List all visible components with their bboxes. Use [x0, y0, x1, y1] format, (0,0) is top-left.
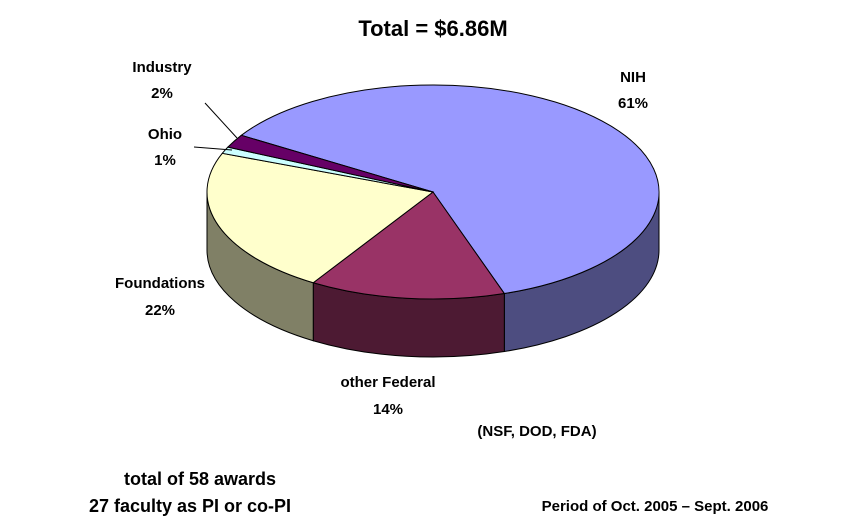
slice-value: 22%	[145, 302, 175, 319]
annotation: total of 58 awards	[124, 469, 276, 489]
pie	[206, 84, 660, 358]
leader-line	[204, 102, 238, 139]
leader-line	[193, 146, 233, 151]
pie-tops	[206, 84, 660, 300]
slice-value: 61%	[618, 95, 648, 112]
slice-label: Ohio	[148, 126, 182, 143]
slice-value: 1%	[154, 152, 176, 169]
annotation: (NSF, DOD, FDA)	[477, 423, 596, 440]
pie-slice	[240, 84, 660, 295]
pie-slice	[206, 152, 435, 284]
slice-label: Foundations	[115, 275, 205, 292]
pie-slice	[312, 191, 506, 300]
slice-label: other Federal	[340, 374, 435, 391]
chart-title: Total = $6.86M	[358, 16, 507, 41]
annotation: 27 faculty as PI or co-PI	[89, 496, 291, 516]
slice-value: 14%	[373, 401, 403, 418]
annotation: Period of Oct. 2005 – Sept. 2006	[542, 498, 769, 515]
slice-value: 2%	[151, 85, 173, 102]
pie-sides	[206, 191, 660, 358]
pie-slice	[226, 134, 434, 193]
slice-label: NIH	[620, 69, 646, 86]
slice-label: Industry	[132, 59, 192, 76]
